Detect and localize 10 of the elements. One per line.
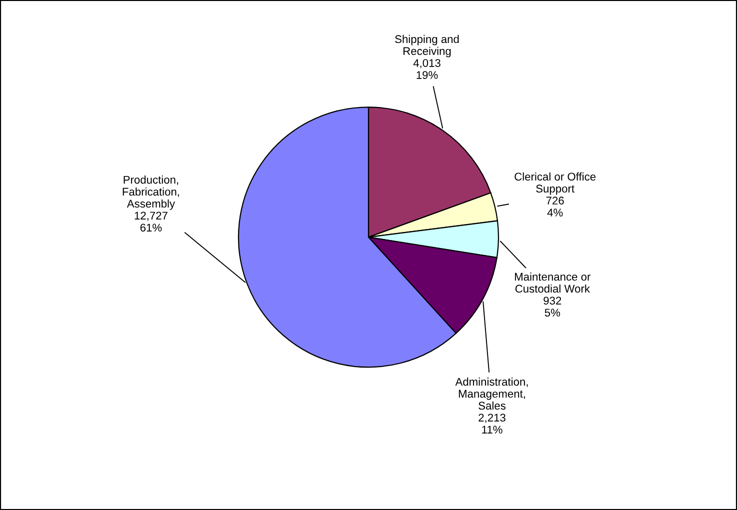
slice-label: Maintenance or Custodial Work [515,272,591,293]
data-label: 726 4% [546,196,564,216]
data-label: 4,013 19% [413,59,440,79]
slice-label: Shipping and Receiving [395,34,459,58]
slice-label: Administration, Management, Sales [455,378,528,410]
data-label: 932 5% [544,296,562,317]
data-label: 2,213 11% [478,414,506,434]
slice-label: Production, Fabrication, Assembly [122,176,180,210]
data-label: 12,727 61% [134,212,168,232]
slice-label: Clerical or Office Support [514,172,596,195]
